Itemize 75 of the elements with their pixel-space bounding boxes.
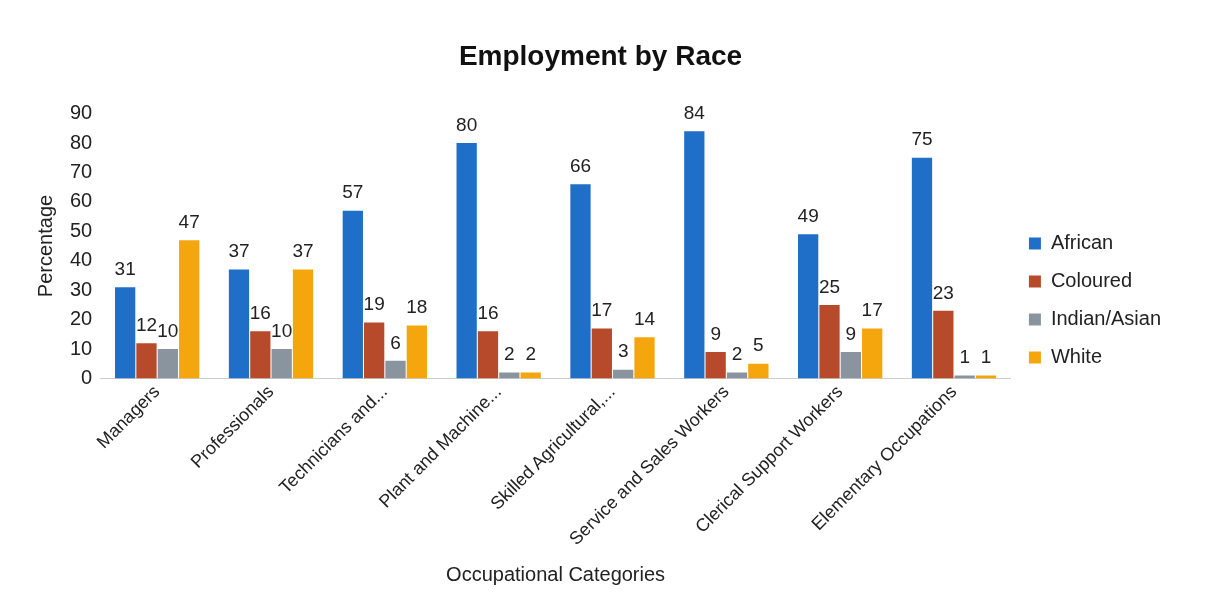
bar — [862, 328, 883, 379]
bar — [591, 328, 612, 379]
bar — [292, 269, 314, 379]
data-label: 9 — [710, 322, 721, 344]
y-tick-label: 10 — [70, 336, 93, 359]
legend-label: Coloured — [1050, 269, 1133, 292]
bar — [364, 322, 385, 379]
legend-label: African — [1050, 231, 1114, 254]
data-label: 23 — [932, 281, 954, 303]
chart-title: Employment by Race — [458, 39, 743, 71]
data-label: 1 — [980, 346, 992, 368]
y-tick-label: 80 — [70, 130, 93, 153]
bar — [798, 234, 819, 379]
data-label: 1 — [959, 346, 970, 368]
data-label: 17 — [591, 299, 613, 321]
y-tick-label: 70 — [70, 159, 93, 182]
bar — [684, 131, 705, 379]
bar — [342, 210, 363, 379]
y-tick-label: 90 — [70, 101, 93, 124]
data-label: 47 — [178, 210, 200, 232]
bar — [933, 310, 954, 379]
data-label: 17 — [861, 299, 883, 321]
bar — [748, 363, 769, 379]
data-label: 37 — [292, 240, 314, 262]
bar — [634, 337, 655, 379]
data-label: 10 — [271, 319, 293, 341]
data-label: 19 — [363, 293, 385, 315]
bar — [250, 331, 271, 379]
data-label: 16 — [477, 302, 499, 324]
y-tick-label: 60 — [70, 189, 93, 212]
bar — [271, 349, 292, 379]
bar — [179, 240, 200, 379]
data-label: 75 — [911, 128, 933, 150]
bar — [819, 304, 840, 379]
bar — [115, 287, 136, 379]
bar — [406, 325, 427, 379]
data-label: 18 — [406, 296, 428, 318]
data-label: 6 — [390, 331, 401, 353]
data-label: 25 — [818, 275, 841, 297]
data-label: 16 — [249, 302, 271, 324]
y-tick-label: 30 — [70, 277, 93, 300]
bar — [228, 269, 250, 379]
bar — [385, 360, 406, 379]
data-label: 84 — [683, 101, 706, 123]
data-label: 2 — [504, 343, 515, 365]
bar — [705, 351, 726, 379]
data-label: 3 — [617, 340, 629, 362]
legend-label: Indian/Asian — [1050, 307, 1161, 330]
y-axis-title: Percentage — [33, 194, 56, 298]
data-label: 9 — [845, 322, 857, 344]
data-label: 57 — [342, 181, 364, 203]
data-label: 14 — [633, 307, 656, 329]
data-label: 66 — [569, 154, 592, 176]
bar — [456, 143, 477, 379]
data-label: 5 — [753, 334, 764, 356]
data-label: 10 — [157, 319, 179, 341]
y-tick-label: 50 — [70, 218, 93, 241]
data-label: 31 — [114, 257, 136, 279]
bar — [911, 157, 933, 379]
data-label: 37 — [228, 240, 250, 262]
y-tick-label: 40 — [70, 248, 93, 271]
legend-label: White — [1050, 345, 1103, 368]
data-label: 2 — [731, 343, 743, 365]
y-tick-label: 20 — [70, 307, 93, 330]
y-tick-label: 0 — [81, 365, 93, 388]
data-label: 2 — [525, 343, 536, 365]
bar — [477, 331, 499, 379]
data-label: 12 — [135, 313, 158, 335]
bar — [157, 349, 178, 379]
data-label: 49 — [797, 204, 819, 226]
bar — [136, 343, 157, 379]
x-axis-title: Occupational Categories — [446, 562, 666, 585]
bar — [570, 184, 591, 379]
bar — [840, 351, 861, 379]
data-label: 80 — [456, 113, 478, 135]
